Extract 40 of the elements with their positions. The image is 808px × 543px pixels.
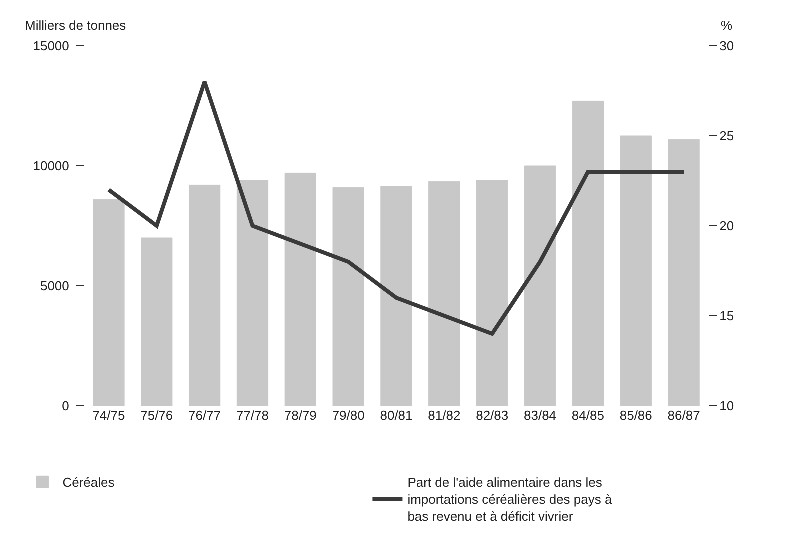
x-tick-label: 83/84 <box>524 408 557 423</box>
bar <box>284 172 316 406</box>
bar <box>236 180 269 406</box>
x-tick-label: 80/81 <box>380 408 413 423</box>
bar <box>93 199 125 406</box>
y-tick-label: 5000 <box>40 278 70 294</box>
legend-label: Céréales <box>62 475 116 490</box>
bar <box>141 238 173 406</box>
x-tick-label: 77/78 <box>236 408 270 423</box>
bar <box>188 184 221 406</box>
y2-tick-label: 25 <box>720 128 734 144</box>
x-tick-label: 75/76 <box>140 408 174 423</box>
x-tick-label: 82/83 <box>476 408 509 423</box>
bar <box>620 136 652 406</box>
y2-tick-label: 30 <box>720 38 734 54</box>
x-tick-label: 74/75 <box>92 408 126 423</box>
bar <box>380 186 412 406</box>
y2-tick-label: 10 <box>720 398 734 414</box>
x-tick-label: 81/82 <box>428 408 461 423</box>
bar <box>572 100 604 406</box>
y2-tick-label: 20 <box>720 218 734 234</box>
legend-label: Part de l'aide alimentaire dans les importations céréalières des pays à bas revenu et à déficit vivrier <box>408 475 613 524</box>
bar <box>428 181 460 406</box>
line-series <box>106 80 686 336</box>
y-tick-label: 15000 <box>33 38 70 54</box>
y-axis-title: Milliers de tonnes <box>25 18 127 33</box>
bar <box>668 139 700 406</box>
x-tick-label: 76/77 <box>188 408 222 423</box>
x-tick-label: 78/79 <box>284 408 317 423</box>
x-tick-label: 79/80 <box>332 408 365 423</box>
x-tick-label: 86/87 <box>668 408 700 423</box>
x-tick-label: 84/85 <box>572 408 604 423</box>
y-tick-label: 0 <box>62 398 70 414</box>
y-tick-label: 10000 <box>33 158 70 174</box>
y2-axis-title: % <box>721 18 733 33</box>
bar <box>476 180 508 406</box>
bar <box>524 166 556 406</box>
x-tick-label: 85/86 <box>620 408 652 423</box>
y2-tick-label: 15 <box>720 308 734 324</box>
bar <box>332 187 364 406</box>
